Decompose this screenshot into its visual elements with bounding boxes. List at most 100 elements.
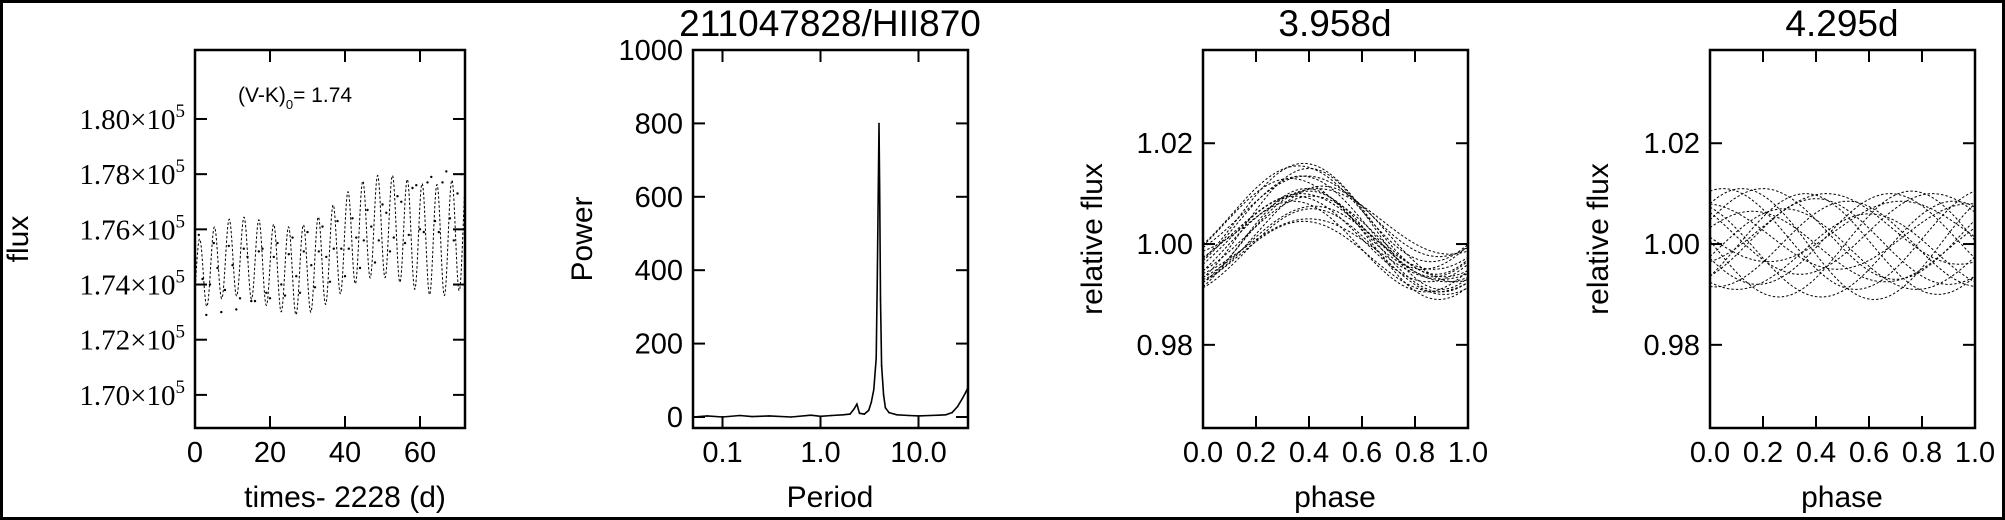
lightcurve-point [235,308,238,311]
lightcurve-point [377,239,380,242]
periodogram-point [870,401,873,404]
periodogram-point [849,413,851,415]
periodogram-series [693,123,968,418]
lightcurve-point [280,283,283,286]
periodogram-point [882,394,885,396]
periodogram-point [879,298,882,301]
lightcurve-point [298,291,302,294]
x-tick-label: 1.0 [1448,437,1488,469]
lightcurve-point [351,217,354,220]
lightcurve-point [340,247,343,250]
y-tick-label: 200 [635,329,683,361]
lightcurve-ylabel: flux [2,216,35,263]
lightcurve-point [373,261,377,264]
phased-cycle [1710,200,1975,288]
lightcurve-point [430,175,433,179]
periodogram-panel: 0.1 1.0 10.0 0 200 400 600 800 1000 211047828/HI… [566,3,981,514]
lightcurve-point [227,244,230,248]
periodogram-point [880,364,883,367]
x-tick-label: 0.8 [1395,437,1435,469]
x-tick-label: 60 [404,437,436,469]
periodogram-point [877,177,880,180]
lightcurve-point [287,253,290,256]
phased-cycle [1710,203,1975,270]
phased-3958-panel: 0.0 0.2 0.4 0.6 0.8 1.0 0.98 1.00 1.02 3.958d ph… [1076,3,1488,514]
lightcurve-point [212,241,215,245]
phased-cycle [1710,208,1975,290]
y-tick-label: 600 [635,182,683,214]
y-tick-label: 1.70×105 [79,377,185,412]
periodogram-point [853,408,855,410]
lightcurve-point [433,219,437,223]
periodogram-point [961,397,964,400]
phased-cycle [1710,193,1975,285]
phased-cycle [1203,205,1468,283]
phased-4295-ylabel: relative flux [1582,163,1615,315]
lightcurve-point [310,264,313,267]
periodogram-point [830,414,833,417]
periodogram-xlabel: Period [787,481,874,514]
phased-cycle [1710,198,1975,285]
lightcurve-point [246,255,249,259]
lightcurve-point [400,200,403,203]
y-tick-label: 0 [667,402,683,434]
x-tick-label: 40 [329,437,361,469]
periodogram-point [842,414,844,416]
periodogram-point [873,388,875,391]
phased-cycle [1203,195,1468,283]
periodogram-point [888,411,890,414]
phased-4295-panel: 0.0 0.2 0.4 0.6 0.8 1.0 0.98 1.00 1.02 4.295d ph… [1582,3,1995,514]
x-tick-label: 0.8 [1902,437,1942,469]
y-tick-label: 1.02 [1137,128,1193,160]
lightcurve-point [418,228,422,231]
lightcurve-frame [193,48,467,430]
lightcurve-point [238,297,242,300]
lightcurve-point [336,219,339,223]
lightcurve-point [268,297,272,300]
lightcurve-panel: 0 20 40 60 1.70×105 1.72×105 1.74×105 1.76×105 1… [2,48,467,514]
phased-3958-ylabel: relative flux [1076,163,1109,315]
periodogram-point [867,409,870,412]
y-tick-label: 1.74×105 [79,267,185,302]
lightcurve-point [328,280,332,283]
phased-cycle [1203,175,1468,258]
lightcurve-point [208,283,212,286]
lightcurve-point [415,184,418,187]
y-tick-label: 1.02 [1644,128,1700,160]
y-tick-label: 1.80×105 [79,101,185,136]
x-tick-label: 0.6 [1849,437,1889,469]
x-tick-label: 1.0 [800,437,840,469]
phased-4295-frame [1708,48,1977,430]
x-tick-label: 0.0 [1690,437,1730,469]
periodogram-point [875,357,877,360]
periodogram-point [945,414,947,416]
periodogram-point [951,411,953,414]
x-tick-label: 0 [187,437,203,469]
periodogram-point [858,412,861,415]
phased-cycle [1203,165,1468,263]
lightcurve-point [332,247,335,250]
periodogram-frame [691,48,970,430]
x-tick-label: 0.0 [1183,437,1223,469]
y-tick-label: 0.98 [1644,330,1700,362]
lightcurve-point [317,250,320,253]
lightcurve-point [295,275,298,278]
lightcurve-point [276,241,279,245]
y-tick-label: 1.76×105 [79,211,185,246]
x-tick-label: 0.2 [1236,437,1276,469]
x-tick-label: 0.2 [1743,437,1783,469]
periodogram-point [751,415,753,418]
lightcurve-point [257,250,260,253]
y-tick-label: 1000 [618,35,683,67]
phased-cycle [1710,193,1975,295]
phased-cycle [1710,210,1975,283]
lightcurve-point [325,255,328,259]
lightcurve-point [358,266,362,270]
periodogram-point [884,407,887,409]
lightcurve-point [321,225,324,228]
lightcurve-point [216,266,219,270]
phased-cycle [1710,188,1975,290]
lightcurve-point [388,250,392,253]
periodogram-point [964,392,967,394]
